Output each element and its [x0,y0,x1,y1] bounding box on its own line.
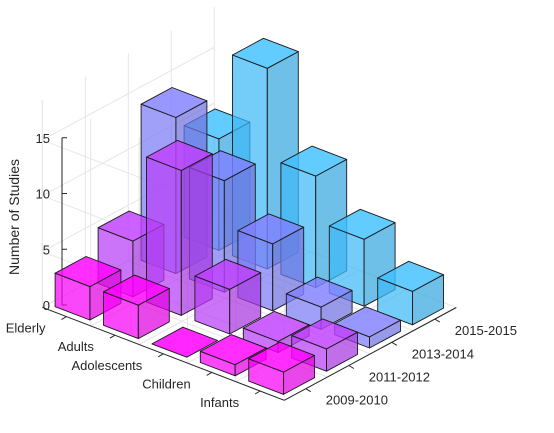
bars [54,37,444,395]
bar-adults-2011-2012 [146,139,213,316]
age-tick-label: Elderly [6,321,46,336]
bar-top-face [232,37,299,69]
bar-adults-2009-2010 [103,274,170,340]
wall-grid-line [42,46,215,141]
age-tick-mark [61,316,67,321]
bar-adolescents-2009-2010 [151,326,219,358]
bar-top-face [248,341,315,373]
z-tick-label: 15 [36,131,50,146]
bar-top-face [377,260,444,292]
period-axis-line [284,307,457,401]
bar-top-face [242,310,310,342]
z-tick-label: 5 [43,242,50,257]
age-tick-mark [206,371,212,376]
period-tick-mark [305,388,312,393]
age-tick-label: Children [142,376,190,391]
period-tick-label: 2011-2012 [369,370,430,385]
bar-adolescents-2011-2012 [194,258,262,335]
bar-top-face [103,274,170,306]
age-tick-label: Infants [200,395,240,410]
period-tick-label: 2015-2015 [455,323,517,338]
bar-top-face [237,213,305,245]
period-tick-label: 2013-2014 [412,346,474,361]
period-tick-mark [348,365,355,369]
bar-top-face [146,139,213,171]
z-tick-label: 10 [36,187,50,202]
period-tick-mark [434,318,441,323]
bar-top-face [328,208,396,240]
age-tick-mark [158,353,164,358]
bar-infants-2015-2015 [377,260,444,326]
bar-top-face [280,145,348,177]
z-tick-label: 0 [43,298,50,313]
age-tick-label: Adults [58,339,95,354]
bar-top-face [199,334,267,366]
age-tick-mark [109,334,116,339]
bar-infants-2009-2010 [248,341,315,395]
bar-top-face [291,318,358,350]
bar-top-face [140,87,208,118]
z-axis-label: Number of Studies [6,159,22,275]
bar-top-face [285,276,353,308]
age-tick-mark [254,390,261,395]
bar-top-face [194,258,262,290]
period-tick-label: 2009-2010 [326,393,388,408]
period-tick-mark [391,341,398,346]
bar-top-face [54,256,122,288]
age-tick-label: Adolescents [71,358,142,373]
bar-top-face [151,326,219,358]
bar-infants-2011-2012 [291,318,358,372]
